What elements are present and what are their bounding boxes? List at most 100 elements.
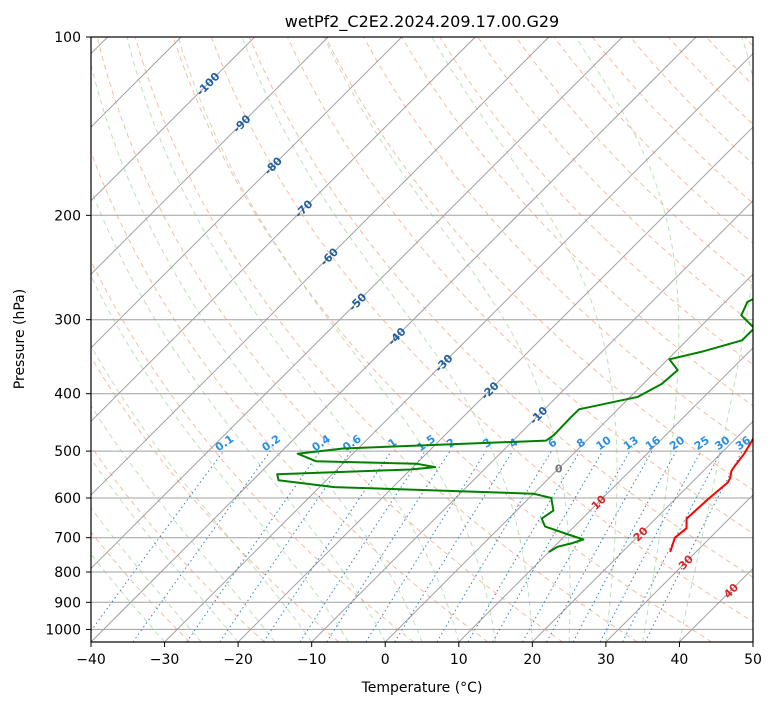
moist-adiabat (91, 457, 239, 642)
mixing-ratio-line (365, 450, 487, 642)
isotherm (91, 37, 403, 349)
y-tick-label: 400 (54, 387, 81, 403)
isotherm-label: -90 (230, 112, 253, 135)
isotherm (91, 37, 256, 202)
dry-adiabat (91, 445, 265, 642)
y-tick-label: 200 (54, 208, 81, 224)
y-tick-label: 600 (54, 491, 81, 507)
annotation-label: 0 (555, 463, 563, 476)
moist-adiabat (177, 37, 497, 642)
dry-adiabat (91, 356, 340, 642)
mixing-ratio-line (91, 450, 224, 632)
isotherm-label: -20 (478, 379, 501, 402)
dry-adiabat (591, 37, 753, 204)
mixing-ratio-line (219, 450, 352, 642)
mixing-ratio-line (467, 450, 581, 642)
isotherm (91, 37, 623, 570)
isotherm (605, 494, 753, 642)
dry-adiabat (401, 37, 753, 407)
x-tick-label: 30 (597, 652, 615, 668)
mixing-ratio-label: 13 (621, 434, 641, 453)
dry-adiabat (439, 37, 753, 366)
dry-adiabat (91, 150, 489, 642)
moist-adiabat (126, 37, 460, 642)
mixing-ratio-label: 1 (386, 436, 400, 451)
mixing-ratio-label: 20 (667, 433, 687, 453)
y-tick-label: 300 (54, 313, 81, 329)
x-tick-label: −20 (223, 652, 253, 668)
dry-adiabat (91, 531, 191, 642)
moist-adiabat (91, 404, 276, 642)
isotherm-label: 20 (631, 524, 651, 544)
mixing-ratio-label: 6 (546, 436, 560, 451)
moist-adiabat (91, 275, 349, 642)
mixing-ratio-label: 16 (643, 433, 663, 453)
y-tick-label: 900 (54, 595, 81, 611)
x-axis-label: Temperature (°C) (361, 680, 483, 696)
mixing-ratio-label: 30 (712, 433, 732, 453)
dry-adiabat (705, 37, 753, 86)
dry-adiabat (515, 37, 753, 284)
mixing-ratio-line (394, 450, 514, 642)
temperature-profile (669, 436, 753, 553)
x-tick-label: −30 (150, 652, 180, 668)
moist-adiabat (91, 345, 313, 642)
mixing-ratio-line (572, 450, 677, 642)
isotherm (91, 37, 329, 275)
y-axis-label: Pressure (hPa) (12, 289, 28, 389)
isotherm (384, 273, 753, 642)
mixing-ratio-line (522, 450, 631, 642)
dry-adiabat (210, 37, 753, 623)
isotherm (311, 199, 753, 642)
isotherm (91, 37, 476, 423)
mixing-ratio-line (299, 450, 426, 642)
x-tick-label: 40 (671, 652, 689, 668)
isotherm (679, 567, 753, 642)
moist-adiabat (91, 507, 202, 642)
y-tick-label: 700 (54, 531, 81, 547)
dry-adiabat (248, 37, 753, 578)
mixing-ratio-label: 8 (574, 436, 588, 451)
dry-adiabat (667, 37, 753, 126)
isotherm-label: -70 (292, 197, 315, 220)
moist-adiabat (241, 37, 533, 642)
moist-adiabat (575, 37, 680, 642)
x-tick-label: −40 (76, 652, 106, 668)
moist-adiabat (91, 553, 165, 642)
x-tick-label: 50 (744, 652, 762, 668)
moist-adiabat (91, 62, 423, 642)
dry-adiabat (553, 37, 753, 244)
dry-adiabat (91, 259, 414, 642)
x-tick-label: −10 (297, 652, 327, 668)
moist-adiabat (91, 188, 386, 642)
mixing-ratio-label: 4 (507, 436, 521, 451)
moist-adiabat (323, 37, 571, 642)
isotherm (91, 37, 697, 642)
mixing-ratio-line (599, 450, 702, 642)
isotherm-label: -100 (194, 70, 223, 99)
dewpoint-profile (276, 298, 753, 553)
dry-adiabat (134, 37, 638, 642)
mixing-ratio-line (644, 450, 743, 642)
isotherm (752, 641, 753, 642)
mixing-ratio-label: 25 (692, 434, 712, 453)
y-tick-label: 100 (54, 30, 81, 46)
plot-frame (90, 36, 754, 643)
x-tick-label: 20 (523, 652, 541, 668)
mixing-ratio-label: 10 (594, 433, 614, 453)
dry-adiabat (96, 37, 563, 642)
isotherm (458, 347, 753, 642)
isotherm (164, 52, 753, 642)
dry-adiabat (287, 37, 753, 534)
y-tick-label: 1000 (45, 622, 81, 638)
mixing-ratio-line (186, 450, 321, 642)
mixing-ratio-line (326, 450, 451, 642)
dry-adiabat (744, 37, 753, 47)
y-tick-label: 800 (54, 565, 81, 581)
moist-adiabat (431, 37, 618, 642)
chart-title: wetPf2_C2E2.2024.209.17.00.G29 (285, 12, 559, 32)
isotherm (531, 420, 753, 642)
dry-adiabat (325, 37, 753, 491)
mixing-ratio-line (132, 450, 271, 642)
